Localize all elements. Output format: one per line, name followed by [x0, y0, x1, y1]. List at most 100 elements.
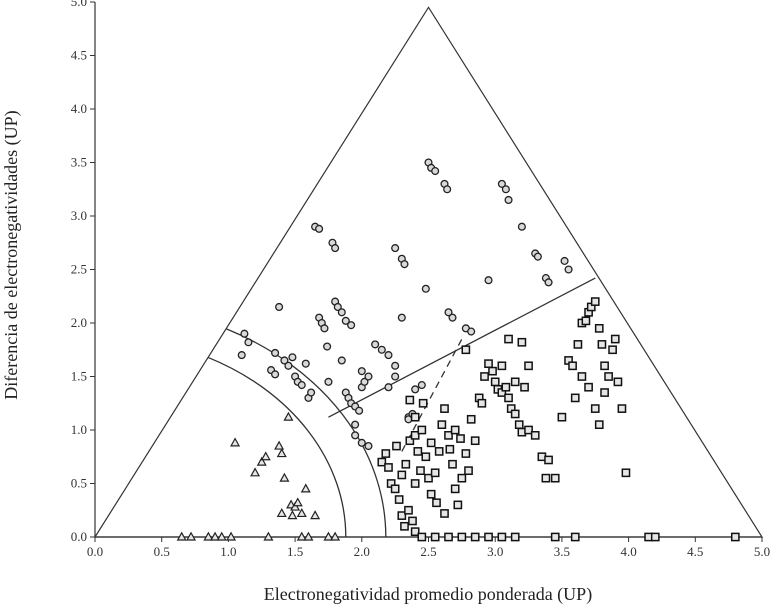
square-point [453, 500, 463, 510]
triangle-point [203, 531, 214, 541]
square-point [524, 361, 533, 371]
square-point [450, 484, 460, 494]
square-point [440, 404, 449, 413]
square-point [608, 345, 617, 355]
triangle-outline [93, 6, 764, 538]
square-point [581, 316, 591, 326]
square-point [524, 425, 533, 435]
square-point [590, 297, 600, 306]
y-tick-label: 3.0 [71, 208, 87, 223]
circle-point [448, 313, 457, 322]
square-point [401, 459, 411, 469]
circle-point [320, 324, 329, 333]
triangle-point [250, 467, 261, 477]
triangle-point [283, 411, 294, 421]
y-tick-label: 1.0 [71, 422, 87, 437]
circle-point [360, 377, 369, 386]
triangle-point [303, 531, 314, 541]
square-point [417, 425, 427, 435]
square-point [594, 324, 604, 333]
square-point [510, 377, 520, 387]
square-point [470, 436, 480, 446]
circle-point [400, 260, 409, 269]
square-point [594, 420, 604, 429]
circle-point [237, 351, 246, 360]
square-point [432, 498, 441, 508]
circle-point [544, 278, 553, 287]
circle-point [397, 313, 406, 322]
square-point [440, 509, 449, 518]
circle-point [391, 361, 400, 370]
square-point [484, 359, 493, 369]
square-point [621, 468, 631, 478]
square-point [730, 532, 740, 542]
square-point [461, 345, 471, 355]
circle-point [301, 359, 310, 368]
square-point [604, 372, 613, 381]
square-point [424, 473, 433, 483]
y-tick-label: 4.0 [71, 101, 87, 116]
square-point [397, 470, 407, 480]
square-point [397, 511, 407, 520]
circle-point [411, 385, 420, 394]
triangle-point [287, 510, 298, 520]
square-point [570, 393, 580, 403]
square-point [600, 361, 609, 371]
square-point [484, 532, 493, 542]
circle-point [533, 252, 542, 261]
circle-point [244, 338, 253, 347]
square-point [413, 447, 423, 456]
circle-point [517, 222, 526, 231]
triangle-point [256, 456, 267, 466]
circle-point [284, 361, 293, 370]
circle-point [275, 302, 284, 312]
circle-point [421, 284, 430, 293]
square-point [377, 457, 387, 467]
triangle-point [300, 483, 311, 493]
circle-point [371, 340, 380, 349]
square-point [408, 516, 417, 526]
square-point [550, 532, 560, 542]
triangle-point [296, 531, 307, 541]
inner-boundary-arc [207, 356, 347, 538]
square-point [421, 452, 431, 462]
circle-point [280, 356, 289, 365]
x-tick-label: 5.0 [754, 544, 770, 559]
x-tick-label: 3.5 [554, 544, 570, 559]
square-point [610, 334, 620, 344]
circle-point [324, 377, 333, 386]
axis-ticks: 0.0 0.5 1.0 1.5 2.0 2.5 3.0 3.5 4.0 4.5 5.0 0.0 0.5 1… [71, 0, 770, 559]
circle-point [564, 265, 573, 274]
square-point [445, 444, 455, 454]
y-tick-label: 4.5 [71, 48, 87, 63]
square-point [410, 479, 420, 488]
square-point [573, 340, 583, 349]
triangle-point [230, 437, 241, 447]
square-point [466, 414, 476, 424]
x-tick-label: 4.0 [620, 544, 636, 559]
square-point [550, 473, 560, 483]
square-point [480, 372, 489, 381]
square-point [410, 412, 420, 422]
circle-point [337, 308, 346, 317]
square-point [530, 431, 540, 440]
y-tick-label: 1.5 [71, 369, 87, 384]
square-point [448, 459, 457, 469]
circle-point [384, 383, 393, 392]
circle-point [501, 185, 510, 194]
circle-point [271, 348, 280, 358]
y-tick-label: 2.0 [71, 315, 87, 330]
x-tick-label: 1.0 [220, 544, 236, 559]
square-point [570, 532, 580, 542]
square-point [477, 398, 487, 408]
square-point [426, 438, 436, 448]
x-tick-label: 4.5 [687, 544, 703, 559]
circle-point [364, 372, 373, 381]
square-point [600, 388, 609, 397]
circle-point [377, 345, 386, 354]
square-point [404, 505, 413, 515]
y-tick-label: 3.5 [71, 155, 87, 170]
x-tick-label: 0.0 [87, 544, 103, 559]
x-tick-label: 3.0 [487, 544, 503, 559]
square-point [568, 361, 577, 371]
